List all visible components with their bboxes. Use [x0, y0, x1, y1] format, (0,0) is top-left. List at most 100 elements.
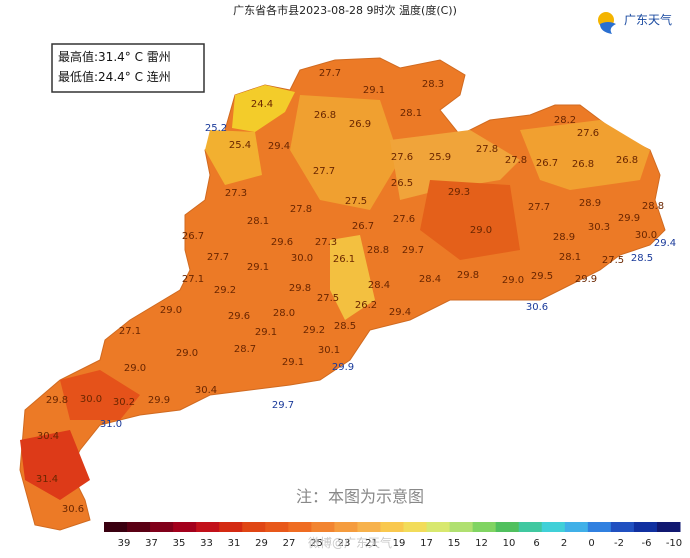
legend-label: 39: [118, 538, 131, 549]
temp-label: 27.3: [315, 237, 337, 248]
temp-label: 25.9: [429, 152, 451, 163]
temp-label: 29.0: [124, 363, 146, 374]
stat-max: 最高值:31.4° C 雷州: [58, 49, 171, 64]
temp-label: 28.1: [247, 216, 269, 227]
legend-label: 23: [338, 538, 351, 549]
legend-label: 31: [228, 538, 241, 549]
legend-label: 12: [475, 538, 488, 549]
temp-label: 30.4: [37, 431, 59, 442]
legend-label: 6: [533, 538, 539, 549]
temp-label: 30.2: [113, 397, 135, 408]
temp-label: 29.1: [363, 85, 385, 96]
legend-label: 0: [588, 538, 594, 549]
temp-label: 29.9: [575, 274, 597, 285]
legend-label: 10: [503, 538, 516, 549]
legend-swatch: [564, 522, 589, 532]
temp-label: 30.6: [62, 504, 84, 515]
logo-text: 广东天气: [624, 12, 672, 27]
temp-label: 29.1: [282, 357, 304, 368]
temp-label: 26.7: [536, 158, 558, 169]
legend-swatch: [150, 522, 174, 532]
legend-swatch: [127, 522, 151, 532]
temp-label: 29.2: [214, 285, 236, 296]
temp-label: 31.4: [36, 474, 58, 485]
province: [19, 57, 666, 531]
legend-swatch: [426, 522, 451, 532]
legend-swatch: [380, 522, 405, 532]
temp-label: 27.6: [393, 214, 415, 225]
temp-label: 27.7: [207, 252, 229, 263]
temp-label: 30.6: [526, 302, 548, 313]
temp-label: 27.6: [577, 128, 599, 139]
temp-label: 24.4: [251, 99, 273, 110]
temp-label: 29.4: [268, 141, 290, 152]
legend-swatch: [265, 522, 289, 532]
legend-label: -6: [642, 538, 652, 549]
legend-label: 2: [561, 538, 567, 549]
temp-label: 27.1: [119, 326, 141, 337]
legend-swatch: [403, 522, 428, 532]
temp-label: 25.4: [229, 140, 251, 151]
temp-label: 28.8: [642, 201, 664, 212]
temp-label: 28.0: [273, 308, 295, 319]
temp-label: 30.0: [635, 230, 657, 241]
temp-label: 29.1: [247, 262, 269, 273]
temp-label: 30.3: [588, 222, 610, 233]
temp-label: 28.7: [234, 344, 256, 355]
temp-label: 27.7: [319, 68, 341, 79]
legend-swatch: [357, 522, 381, 532]
temp-label: 27.6: [391, 152, 413, 163]
legend-label: 17: [420, 538, 433, 549]
temp-label: 27.8: [476, 144, 498, 155]
legend-swatch: [173, 522, 197, 532]
legend-swatch: [610, 522, 635, 532]
watermark: 微博@广东天气: [308, 535, 392, 550]
temp-label: 27.5: [345, 196, 367, 207]
temp-label: 29.9: [618, 213, 640, 224]
temp-label: 29.5: [531, 271, 553, 282]
legend-swatch: [541, 522, 566, 532]
title: 广东省各市县2023-08-28 9时次 温度(度(C)): [233, 3, 457, 17]
legend-swatch: [311, 522, 335, 532]
temp-label: 29.0: [470, 225, 492, 236]
temp-label: 29.6: [271, 237, 293, 248]
temp-label: 27.8: [505, 155, 527, 166]
temp-label: 29.4: [654, 238, 676, 249]
temp-label: 26.9: [349, 119, 371, 130]
temp-label: 26.7: [352, 221, 374, 232]
temp-label: 26.8: [314, 110, 336, 121]
temp-label: 27.5: [602, 255, 624, 266]
stat-min: 最低值:24.4° C 连州: [58, 69, 171, 84]
temp-label: 27.8: [290, 204, 312, 215]
temp-label: 29.8: [46, 395, 68, 406]
temp-label: 28.3: [422, 79, 444, 90]
temp-label: 30.0: [80, 394, 102, 405]
temp-label: 27.1: [182, 274, 204, 285]
legend-label: 37: [145, 538, 158, 549]
temp-label: 29.3: [448, 187, 470, 198]
legend-swatch: [656, 522, 681, 532]
temp-label: 29.8: [289, 283, 311, 294]
temp-label: 29.8: [457, 270, 479, 281]
legend-label: -2: [614, 538, 624, 549]
legend-label: 35: [173, 538, 186, 549]
note: 注：本图为示意图: [296, 487, 424, 506]
temp-label: 26.5: [391, 178, 413, 189]
temp-label: 26.8: [572, 159, 594, 170]
temp-label: 30.0: [291, 253, 313, 264]
temp-label: 28.9: [553, 232, 575, 243]
temp-label: 29.0: [502, 275, 524, 286]
temp-label: 26.2: [355, 300, 377, 311]
legend-swatch: [334, 522, 358, 532]
temp-label: 27.7: [313, 166, 335, 177]
legend-label: 33: [200, 538, 213, 549]
logo: 广东天气: [598, 12, 672, 34]
temp-label: 29.2: [303, 325, 325, 336]
legend-swatch: [196, 522, 220, 532]
temp-label: 30.1: [318, 345, 340, 356]
temp-label: 30.4: [195, 385, 217, 396]
legend-label: 27: [283, 538, 296, 549]
temp-label: 29.7: [272, 400, 294, 411]
temp-label: 29.6: [228, 311, 250, 322]
